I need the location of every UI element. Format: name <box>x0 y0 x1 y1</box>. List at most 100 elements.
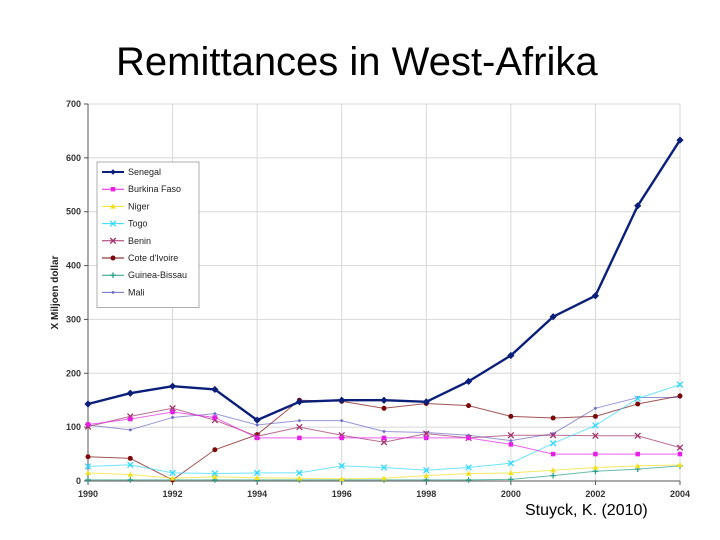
legend-entry-niger: Niger <box>102 201 150 211</box>
data-point <box>423 472 430 478</box>
data-point <box>550 415 556 421</box>
y-tick-label: 500 <box>66 207 81 217</box>
data-point <box>635 401 641 407</box>
legend-marker <box>110 186 116 192</box>
data-point <box>380 464 388 471</box>
slide-title: Remittances in West-Afrika <box>116 40 598 84</box>
data-point <box>211 385 219 394</box>
legend-marker <box>110 255 116 261</box>
data-point <box>255 423 259 427</box>
x-tick-label: 2000 <box>501 489 521 499</box>
data-point <box>592 422 599 429</box>
legend-label: Mali <box>128 287 145 297</box>
data-point <box>253 416 261 424</box>
legend-label: Togo <box>128 219 148 229</box>
data-point <box>676 136 684 144</box>
data-point <box>465 464 472 471</box>
data-point <box>591 292 600 300</box>
data-point <box>254 474 260 481</box>
data-point <box>507 459 515 467</box>
data-point <box>592 464 599 470</box>
y-tick-labels: 0 100 200 300 400 500 600 700 <box>66 99 81 486</box>
data-point <box>338 396 346 404</box>
legend-entry-cote-d-ivoire: Cote d'Ivoire <box>102 253 178 263</box>
data-point <box>465 477 472 483</box>
data-point <box>85 477 91 483</box>
data-point <box>380 396 388 404</box>
x-tick-labels: 1990 1992 1994 1996 1998 2000 2002 2004 <box>78 489 690 499</box>
y-tick-label: 200 <box>66 368 81 378</box>
data-point <box>424 435 429 441</box>
y-tick-label: 100 <box>66 422 81 432</box>
y-tick-label: 700 <box>66 99 81 109</box>
data-point <box>127 455 133 461</box>
legend-marker <box>111 291 115 294</box>
data-point <box>381 435 387 441</box>
data-point <box>635 451 640 457</box>
data-point <box>168 382 177 390</box>
data-point <box>127 477 134 483</box>
data-point <box>508 476 514 483</box>
data-point <box>593 451 598 457</box>
legend-entry-guinea-bissau: Guinea-Bissau <box>102 270 187 280</box>
data-point <box>677 393 683 399</box>
data-point <box>128 416 133 422</box>
data-point <box>296 469 303 477</box>
data-point <box>212 415 218 420</box>
data-point <box>508 470 514 476</box>
data-point <box>592 413 598 419</box>
x-tick-label: 1990 <box>78 489 98 499</box>
series-line <box>87 397 680 442</box>
legend-label: Cote d'Ivoire <box>128 253 178 263</box>
legend-marker <box>109 220 117 227</box>
data-point <box>634 463 641 469</box>
data-point <box>550 472 556 479</box>
data-point <box>508 442 514 447</box>
data-point <box>381 405 387 411</box>
y-tick-label: 600 <box>66 153 81 163</box>
data-point <box>550 467 556 473</box>
x-tick-label: 1992 <box>163 489 183 499</box>
legend-marker <box>110 169 116 175</box>
legend-label: Guinea-Bissau <box>128 270 187 280</box>
data-point <box>634 202 642 210</box>
data-point <box>85 422 91 427</box>
series-senegal <box>84 136 684 424</box>
data-point <box>295 398 304 406</box>
data-point <box>634 432 641 440</box>
legend-label: Benin <box>128 236 151 246</box>
legend-label: Senegal <box>128 167 161 177</box>
data-point <box>464 377 473 385</box>
data-point <box>423 430 430 437</box>
data-point <box>594 406 597 410</box>
data-point <box>297 435 302 441</box>
x-tick-label: 2004 <box>670 489 690 499</box>
data-point <box>549 431 557 439</box>
data-point <box>296 475 303 481</box>
data-point <box>549 440 557 447</box>
data-point <box>169 475 176 481</box>
data-point <box>677 462 683 468</box>
data-point <box>127 461 134 469</box>
citation: Stuyck, K. (2010) <box>525 502 648 519</box>
data-point <box>84 463 92 470</box>
data-point <box>508 413 514 419</box>
data-point <box>169 469 176 477</box>
legend-box <box>96 161 200 309</box>
data-point <box>128 428 132 432</box>
data-point <box>507 351 515 360</box>
data-point <box>382 430 386 433</box>
legend-entry-togo: Togo <box>102 219 148 229</box>
x-tick-label: 2002 <box>585 489 605 499</box>
data-point <box>422 398 430 406</box>
data-point <box>296 423 303 431</box>
data-point <box>85 470 91 476</box>
series-niger <box>85 462 683 482</box>
data-point <box>211 470 219 477</box>
data-point <box>126 389 134 397</box>
data-point <box>677 451 683 457</box>
data-point <box>212 447 218 453</box>
legend-marker <box>109 237 117 245</box>
data-point <box>212 473 218 479</box>
data-point <box>550 451 556 457</box>
